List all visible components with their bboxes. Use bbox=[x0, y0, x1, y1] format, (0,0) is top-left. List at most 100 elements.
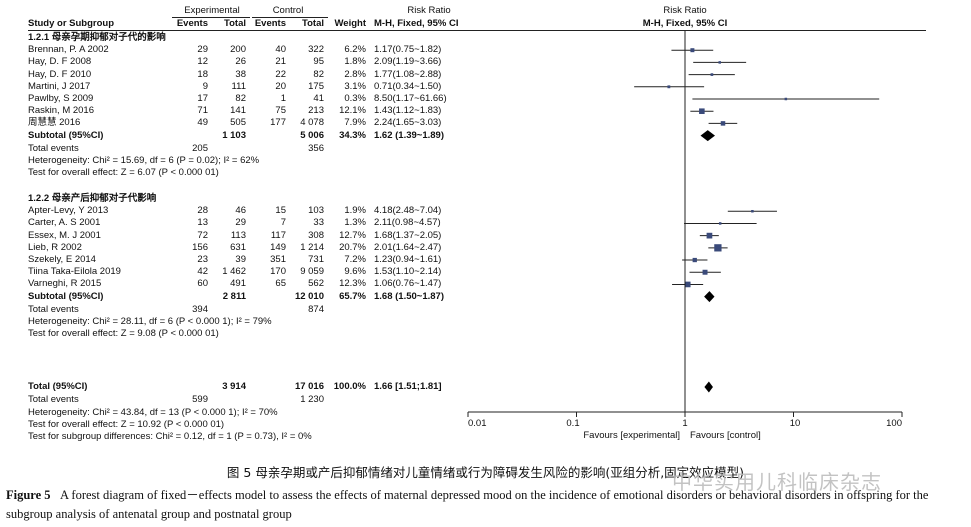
study-row-1-6-name: Raskin, M 2016 bbox=[28, 105, 95, 117]
total-ci: 1.66 [1.51;1.81] bbox=[374, 381, 442, 392]
subgroup-differences: Test for subgroup differences: Chi² = 0.… bbox=[28, 431, 312, 443]
tick-label-10: 10 bbox=[789, 418, 801, 429]
total-events-2-ctl: 874 bbox=[308, 304, 324, 316]
study-row-2-2-weight: 1.3% bbox=[344, 217, 366, 229]
study-row-1-2-ctl-total: 95 bbox=[313, 56, 324, 68]
study-row-1-1-ci: 1.17(0.75~1.82) bbox=[374, 44, 442, 56]
study-row-1-3-weight: 2.8% bbox=[344, 68, 366, 80]
study-row-2-5-name: Szekely, E 2014 bbox=[28, 254, 96, 266]
study-row-2-6-name: Tiina Taka-Eilola 2019 bbox=[28, 266, 121, 278]
study-row-1-6-exp-total: 141 bbox=[230, 105, 246, 117]
subtotal-2-ci: 1.68 (1.50~1.87) bbox=[374, 290, 444, 302]
study-row-1-2-name: Hay, D. F 2008 bbox=[28, 56, 92, 68]
heterogeneity-1: Heterogeneity: Chi² = 15.69, df = 6 (P =… bbox=[28, 155, 260, 167]
total-events-ctl: 1 230 bbox=[300, 394, 324, 406]
study-row-1-4-exp-total: 111 bbox=[231, 80, 246, 92]
study-row-2-3-name: Essex, M. J 2001 bbox=[28, 229, 101, 241]
subtotal-1-weight: 34.3% bbox=[339, 129, 366, 141]
study-row-1-6-ctl-events: 75 bbox=[275, 105, 286, 117]
subgroup-title-2: 1.2.2 母亲产后抑郁对子代影响 bbox=[28, 193, 157, 205]
study-row-2-4-ctl-total: 1 214 bbox=[300, 241, 324, 253]
study-row-2-7-weight: 12.3% bbox=[339, 278, 366, 290]
subtotal-2-diamond bbox=[704, 291, 715, 303]
study-row-1-3-ci: 1.77(1.08~2.88) bbox=[374, 68, 442, 80]
study-row-1-4-ci: 0.71(0.34~1.50) bbox=[374, 80, 442, 92]
header-events-e: Events bbox=[176, 18, 208, 29]
study-row-1-1-exp-events: 29 bbox=[197, 44, 208, 56]
total-overall-effect: Test for overall effect: Z = 10.92 (P < … bbox=[28, 418, 225, 430]
study-row-1-5-exp-total: 82 bbox=[235, 93, 246, 104]
study-row-2-3-ctl-events: 117 bbox=[270, 229, 286, 241]
study-row-2-7-ctl-total: 562 bbox=[308, 278, 324, 290]
study-row-2-6-exp-total: 1 462 bbox=[222, 266, 246, 278]
study-row-2-5-exp-events: 23 bbox=[197, 254, 208, 266]
study-row-2-7-exp-total: 491 bbox=[230, 278, 246, 290]
study-row-1-7-name: 周慧慧 2016 bbox=[28, 117, 81, 129]
header-total-c: Total bbox=[302, 18, 324, 29]
caption-english-text: A forest diagram of fixed－effects model … bbox=[6, 488, 929, 521]
study-row-2-7-ci: 1.06(0.76~1.47) bbox=[374, 278, 442, 290]
study-row-2-4-exp-total: 631 bbox=[230, 241, 246, 253]
study-row-2-6-point bbox=[702, 269, 708, 275]
study-row-1-7-exp-events: 49 bbox=[197, 117, 208, 129]
study-row-1-5-exp-events: 17 bbox=[197, 93, 208, 104]
study-row-1-7-exp-total: 505 bbox=[230, 117, 246, 129]
study-row-2-1-ctl-total: 103 bbox=[308, 205, 324, 217]
subgroup-title-1: 1.2.1 母亲孕期抑郁对子代的影响 bbox=[28, 32, 166, 43]
caption-figure-label: Figure 5 bbox=[6, 488, 51, 502]
study-row-2-7-name: Varneghi, R 2015 bbox=[28, 278, 102, 290]
study-row-1-1-point bbox=[690, 48, 695, 53]
study-row-2-3-point bbox=[706, 232, 713, 239]
study-row-1-2-exp-total: 26 bbox=[235, 56, 246, 68]
total-events-1-ctl: 356 bbox=[308, 143, 324, 155]
study-row-1-3-name: Hay, D. F 2010 bbox=[28, 68, 92, 80]
study-row-1-4-ctl-total: 175 bbox=[308, 80, 324, 92]
study-row-1-4-ctl-events: 20 bbox=[275, 80, 286, 92]
favours-control: Favours [control] bbox=[690, 430, 761, 441]
header-method-plot: M-H, Fixed, 95% CI bbox=[642, 18, 728, 29]
subtotal-2-ctl-total: 12 010 bbox=[294, 290, 324, 302]
header-experimental: Experimental bbox=[184, 5, 240, 16]
study-row-1-7-ctl-total: 4 078 bbox=[300, 117, 324, 129]
header-study: Study or Subgroup bbox=[28, 18, 115, 29]
total-events-2-exp: 394 bbox=[192, 304, 208, 316]
caption-chinese: 图 5 母亲孕期或产后抑郁情绪对儿童情绪或行为障碍发生风险的影响(亚组分析,固定… bbox=[226, 465, 745, 480]
study-row-2-5-exp-total: 39 bbox=[235, 254, 246, 266]
study-row-1-7-weight: 7.9% bbox=[344, 117, 366, 129]
study-row-1-3-ctl-total: 82 bbox=[313, 68, 324, 80]
study-row-1-1-weight: 6.2% bbox=[344, 44, 366, 56]
header-control: Control bbox=[272, 5, 304, 16]
study-row-2-7-ctl-events: 65 bbox=[275, 278, 286, 290]
study-row-2-6-ctl-events: 170 bbox=[270, 266, 286, 278]
overall-effect-2: Test for overall effect: Z = 9.08 (P < 0… bbox=[28, 328, 219, 340]
header-line-experimental bbox=[172, 17, 250, 18]
study-row-2-4-name: Lieb, R 2002 bbox=[28, 241, 82, 253]
study-row-1-2-ci: 2.09(1.19~3.66) bbox=[374, 56, 442, 68]
total-events-2-label: Total events bbox=[28, 304, 79, 316]
study-row-1-2-ctl-events: 21 bbox=[275, 56, 286, 68]
study-row-2-4-ctl-events: 149 bbox=[270, 241, 286, 253]
study-row-2-3-exp-events: 72 bbox=[197, 229, 208, 241]
tick-label-100: 100 bbox=[886, 418, 902, 429]
study-row-2-2-exp-total: 29 bbox=[235, 217, 246, 229]
total-events-label: Total events bbox=[28, 394, 79, 406]
favours-experimental: Favours [experimental] bbox=[583, 430, 680, 441]
study-row-2-3-exp-total: 113 bbox=[230, 229, 246, 241]
study-row-1-7-point bbox=[720, 121, 726, 126]
subtotal-1-ci: 1.62 (1.39~1.89) bbox=[374, 129, 444, 141]
study-row-1-2-point bbox=[718, 61, 721, 64]
total-exp-total: 3 914 bbox=[222, 381, 246, 392]
study-row-2-2-ctl-total: 33 bbox=[313, 217, 324, 229]
study-row-1-4-exp-events: 9 bbox=[202, 80, 208, 92]
study-row-2-5-ctl-events: 351 bbox=[270, 254, 286, 266]
journal-watermark: 中华实用儿科临床杂志 bbox=[672, 470, 882, 494]
study-row-1-3-exp-total: 38 bbox=[235, 68, 246, 80]
total-label: Total (95%CI) bbox=[28, 381, 88, 392]
subtotal-1-label: Subtotal (95%CI) bbox=[28, 129, 104, 141]
header-bottom-line bbox=[28, 30, 926, 31]
study-row-1-3-exp-events: 18 bbox=[197, 68, 208, 80]
study-row-2-2-ctl-events: 7 bbox=[280, 217, 286, 229]
study-row-2-7-exp-events: 60 bbox=[197, 278, 208, 290]
study-row-2-7-point bbox=[684, 281, 691, 288]
